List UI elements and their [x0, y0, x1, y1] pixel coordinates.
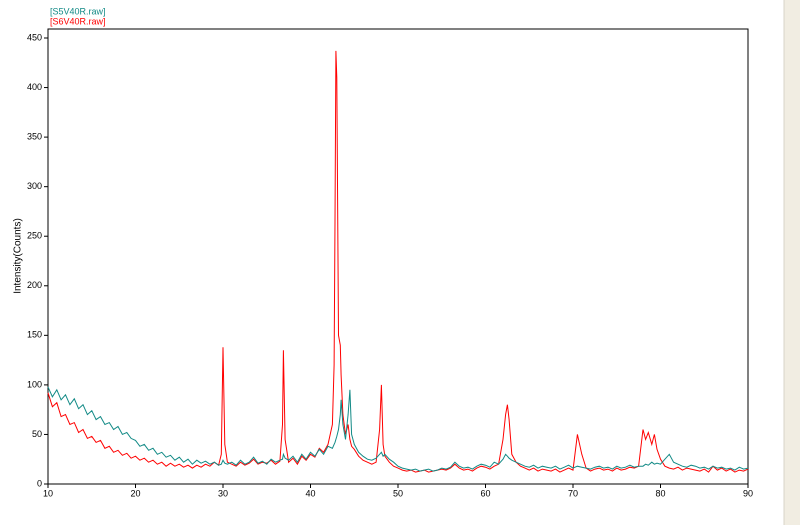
x-tick-label: 10 — [43, 488, 53, 498]
y-tick-label: 300 — [27, 181, 42, 191]
side-panel — [784, 0, 800, 525]
series-line — [47, 50, 749, 473]
legend-entry: [S6V40R.raw] — [50, 16, 106, 26]
y-tick-label: 450 — [27, 32, 42, 42]
y-tick-label: 150 — [27, 330, 42, 340]
y-tick-label: 200 — [27, 280, 42, 290]
y-tick-label: 0 — [37, 478, 42, 488]
legend-entry: [S5V40R.raw] — [50, 6, 106, 16]
x-tick-label: 50 — [393, 488, 403, 498]
y-tick-label: 100 — [27, 379, 42, 389]
series-line — [47, 386, 749, 472]
x-tick-label: 60 — [480, 488, 490, 498]
plot-frame — [47, 28, 749, 485]
x-tick-label: 40 — [305, 488, 315, 498]
y-tick-label: 350 — [27, 131, 42, 141]
y-tick-label: 400 — [27, 82, 42, 92]
y-tick-label: 50 — [32, 429, 42, 439]
x-tick-label: 80 — [655, 488, 665, 498]
y-tick-label: 250 — [27, 231, 42, 241]
x-tick-label: 90 — [743, 488, 753, 498]
x-tick-label: 70 — [568, 488, 578, 498]
y-axis-label: Intensity(Counts) — [13, 218, 24, 294]
x-tick-label: 30 — [218, 488, 228, 498]
x-tick-label: 20 — [130, 488, 140, 498]
